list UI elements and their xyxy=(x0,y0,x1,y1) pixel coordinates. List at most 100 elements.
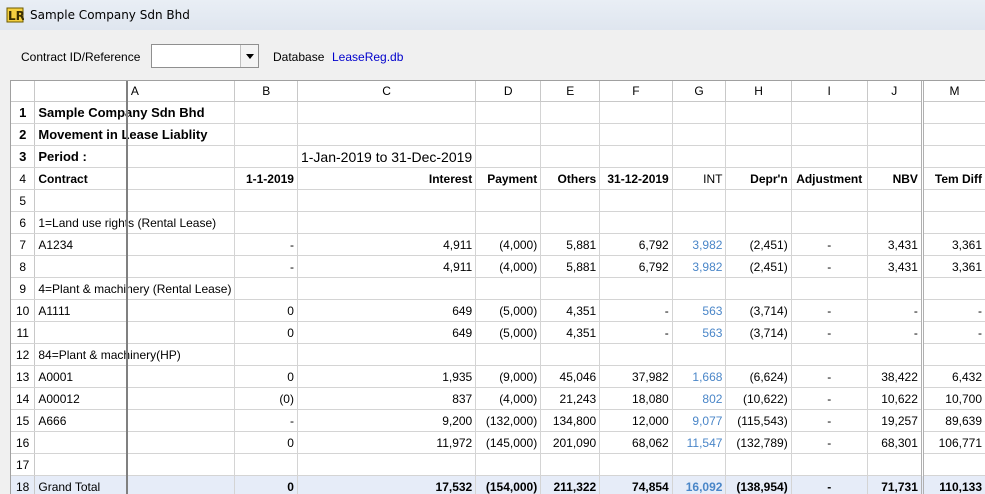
cell-a[interactable]: 4=Plant & machinery (Rental Lease) xyxy=(35,278,235,300)
cell-h[interactable]: (3,714) xyxy=(726,322,791,344)
cell-d[interactable] xyxy=(476,124,541,146)
cell-m[interactable]: 10,700 xyxy=(922,388,985,410)
cell-g[interactable]: INT xyxy=(672,168,726,190)
cell-h[interactable]: (115,543) xyxy=(726,410,791,432)
cell-i[interactable]: - xyxy=(791,410,867,432)
cell-e[interactable] xyxy=(541,344,600,366)
cell-d[interactable] xyxy=(476,212,541,234)
cell-e[interactable]: 45,046 xyxy=(541,366,600,388)
cell-g[interactable] xyxy=(672,124,726,146)
cell-h[interactable] xyxy=(726,102,791,124)
cell-b[interactable] xyxy=(235,278,298,300)
cell-c[interactable]: 1-Jan-2019 to 31-Dec-2019 xyxy=(297,146,475,168)
cell-c[interactable]: 4,911 xyxy=(297,234,475,256)
cell-f[interactable]: - xyxy=(600,300,673,322)
corner-cell[interactable] xyxy=(11,81,35,102)
cell-g[interactable] xyxy=(672,454,726,476)
cell-d[interactable]: (154,000) xyxy=(476,476,541,494)
cell-h[interactable]: (2,451) xyxy=(726,234,791,256)
cell-g[interactable]: 3,982 xyxy=(672,256,726,278)
cell-g[interactable]: 563 xyxy=(672,322,726,344)
cell-h[interactable]: Depr'n xyxy=(726,168,791,190)
cell-j[interactable] xyxy=(867,124,922,146)
cell-j[interactable]: 38,422 xyxy=(867,366,922,388)
cell-j[interactable] xyxy=(867,212,922,234)
cell-h[interactable]: (132,789) xyxy=(726,432,791,454)
cell-d[interactable]: (4,000) xyxy=(476,256,541,278)
cell-f[interactable] xyxy=(600,124,673,146)
cell-a[interactable]: A0001 xyxy=(35,366,235,388)
cell-f[interactable]: 74,854 xyxy=(600,476,673,494)
cell-d[interactable]: (145,000) xyxy=(476,432,541,454)
row-header[interactable]: 12 xyxy=(11,344,35,366)
cell-b[interactable]: - xyxy=(235,410,298,432)
row-header[interactable]: 18 xyxy=(11,476,35,494)
cell-c[interactable] xyxy=(297,124,475,146)
cell-c[interactable]: 17,532 xyxy=(297,476,475,494)
cell-e[interactable] xyxy=(541,146,600,168)
column-header-a[interactable]: A xyxy=(35,81,235,102)
cell-d[interactable]: (4,000) xyxy=(476,388,541,410)
cell-m[interactable]: 3,361 xyxy=(922,234,985,256)
column-header-e[interactable]: E xyxy=(541,81,600,102)
row-header[interactable]: 6 xyxy=(11,212,35,234)
cell-b[interactable]: - xyxy=(235,256,298,278)
cell-a[interactable]: 1=Land use rights (Rental Lease) xyxy=(35,212,235,234)
cell-d[interactable] xyxy=(476,146,541,168)
column-header-g[interactable]: G xyxy=(672,81,726,102)
column-header-i[interactable]: I xyxy=(791,81,867,102)
cell-c[interactable] xyxy=(297,212,475,234)
cell-g[interactable] xyxy=(672,146,726,168)
cell-g[interactable]: 563 xyxy=(672,300,726,322)
cell-h[interactable]: (6,624) xyxy=(726,366,791,388)
cell-b[interactable]: (0) xyxy=(235,388,298,410)
cell-b[interactable]: 0 xyxy=(235,366,298,388)
cell-h[interactable] xyxy=(726,124,791,146)
cell-e[interactable]: 4,351 xyxy=(541,300,600,322)
row-header[interactable]: 15 xyxy=(11,410,35,432)
row-header[interactable]: 13 xyxy=(11,366,35,388)
cell-d[interactable] xyxy=(476,454,541,476)
cell-f[interactable] xyxy=(600,190,673,212)
cell-j[interactable]: 19,257 xyxy=(867,410,922,432)
cell-i[interactable] xyxy=(791,344,867,366)
cell-h[interactable] xyxy=(726,454,791,476)
cell-a[interactable]: A1111 xyxy=(35,300,235,322)
cell-m[interactable] xyxy=(922,190,985,212)
cell-b[interactable] xyxy=(235,124,298,146)
cell-j[interactable]: 3,431 xyxy=(867,256,922,278)
cell-i[interactable] xyxy=(791,212,867,234)
cell-j[interactable]: - xyxy=(867,300,922,322)
row-header[interactable]: 5 xyxy=(11,190,35,212)
cell-e[interactable]: 211,322 xyxy=(541,476,600,494)
cell-i[interactable]: - xyxy=(791,366,867,388)
cell-d[interactable] xyxy=(476,102,541,124)
cell-b[interactable] xyxy=(235,454,298,476)
cell-h[interactable] xyxy=(726,190,791,212)
cell-d[interactable]: (5,000) xyxy=(476,300,541,322)
cell-g[interactable] xyxy=(672,102,726,124)
cell-m[interactable]: 110,133 xyxy=(922,476,985,494)
column-header-j[interactable]: J xyxy=(867,81,922,102)
cell-b[interactable] xyxy=(235,102,298,124)
cell-c[interactable]: 9,200 xyxy=(297,410,475,432)
column-header-d[interactable]: D xyxy=(476,81,541,102)
cell-h[interactable] xyxy=(726,278,791,300)
cell-c[interactable] xyxy=(297,278,475,300)
cell-i[interactable] xyxy=(791,278,867,300)
cell-d[interactable]: (5,000) xyxy=(476,322,541,344)
cell-m[interactable]: 89,639 xyxy=(922,410,985,432)
cell-d[interactable] xyxy=(476,344,541,366)
cell-e[interactable]: 134,800 xyxy=(541,410,600,432)
row-header[interactable]: 7 xyxy=(11,234,35,256)
cell-f[interactable]: 12,000 xyxy=(600,410,673,432)
cell-g[interactable]: 16,092 xyxy=(672,476,726,494)
row-header[interactable]: 3 xyxy=(11,146,35,168)
cell-b[interactable] xyxy=(235,190,298,212)
cell-b[interactable]: 1-1-2019 xyxy=(235,168,298,190)
cell-i[interactable]: - xyxy=(791,300,867,322)
cell-f[interactable]: 6,792 xyxy=(600,256,673,278)
cell-b[interactable] xyxy=(235,344,298,366)
row-header[interactable]: 1 xyxy=(11,102,35,124)
cell-c[interactable]: Interest xyxy=(297,168,475,190)
